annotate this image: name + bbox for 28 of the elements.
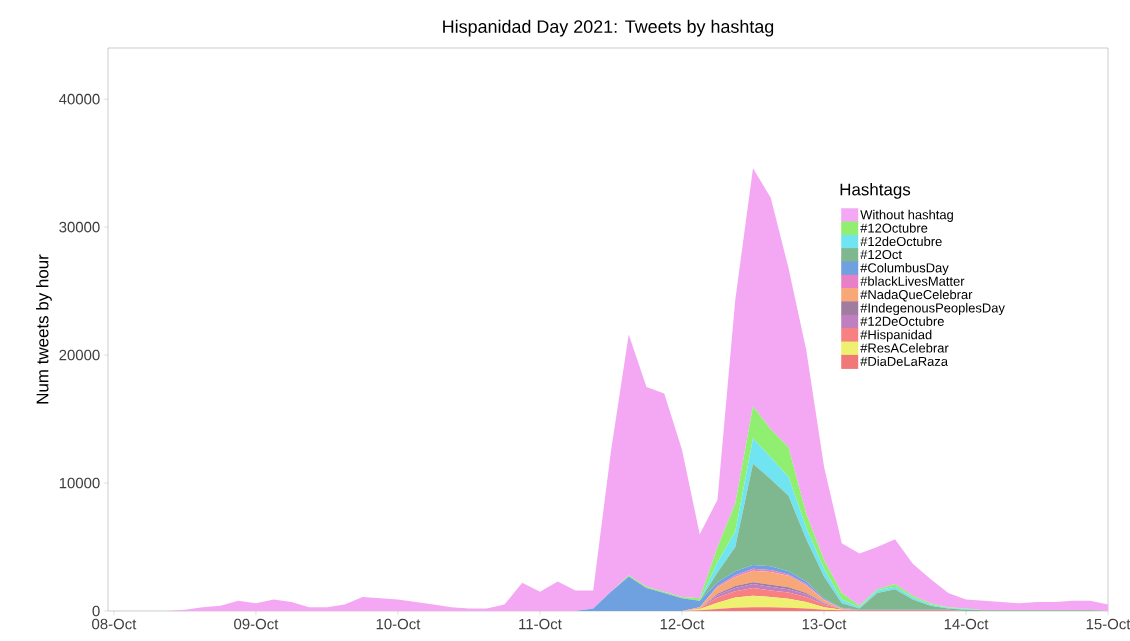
chart-title: Hispanidad Day 2021: Tweets by hashtag	[443, 19, 774, 37]
legend-label: #12Oct	[860, 249, 902, 260]
y-tick-label: 40000	[59, 93, 100, 105]
legend-label: #IndegenousPeoplesDay	[860, 303, 1005, 316]
y-tick-label: 10000	[59, 477, 100, 489]
x-tick-label: 15-Oct	[1086, 618, 1130, 630]
y-tick-label: 20000	[59, 349, 100, 361]
y-tick-label: 0	[92, 605, 100, 617]
legend-label: #12DeOctubre	[860, 316, 944, 326]
x-tick-label: 10-Oct	[376, 618, 421, 630]
y-axis-title: Num tweets by hour	[36, 254, 52, 404]
legend-label: #ResACelebrar	[860, 343, 949, 353]
legend-label: Without hashtag	[860, 209, 953, 222]
legend-label: #Hispanidad	[860, 329, 932, 342]
legend-label: #12Octubre	[860, 223, 928, 233]
x-tick-label: 14-Oct	[944, 618, 989, 630]
legend-label: #12deOctubre	[860, 236, 942, 247]
x-tick-label: 11-Oct	[519, 618, 562, 630]
legend-label: #ColumbusDay	[860, 262, 949, 275]
legend-label: #DiaDeLaRaza	[860, 356, 949, 366]
x-tick-label: 08-Oct	[92, 618, 137, 630]
legend-label: #NadaQueCelebrar	[860, 289, 973, 302]
x-tick-label: 13-Oct	[802, 618, 847, 630]
y-tick-label: 30000	[59, 221, 100, 233]
x-tick-label: 09-Oct	[234, 618, 279, 630]
legend-title: Hashtags	[840, 183, 911, 199]
x-tick-label: 12-Oct	[660, 618, 705, 630]
legend-label: #blackLivesMatter	[860, 276, 965, 286]
